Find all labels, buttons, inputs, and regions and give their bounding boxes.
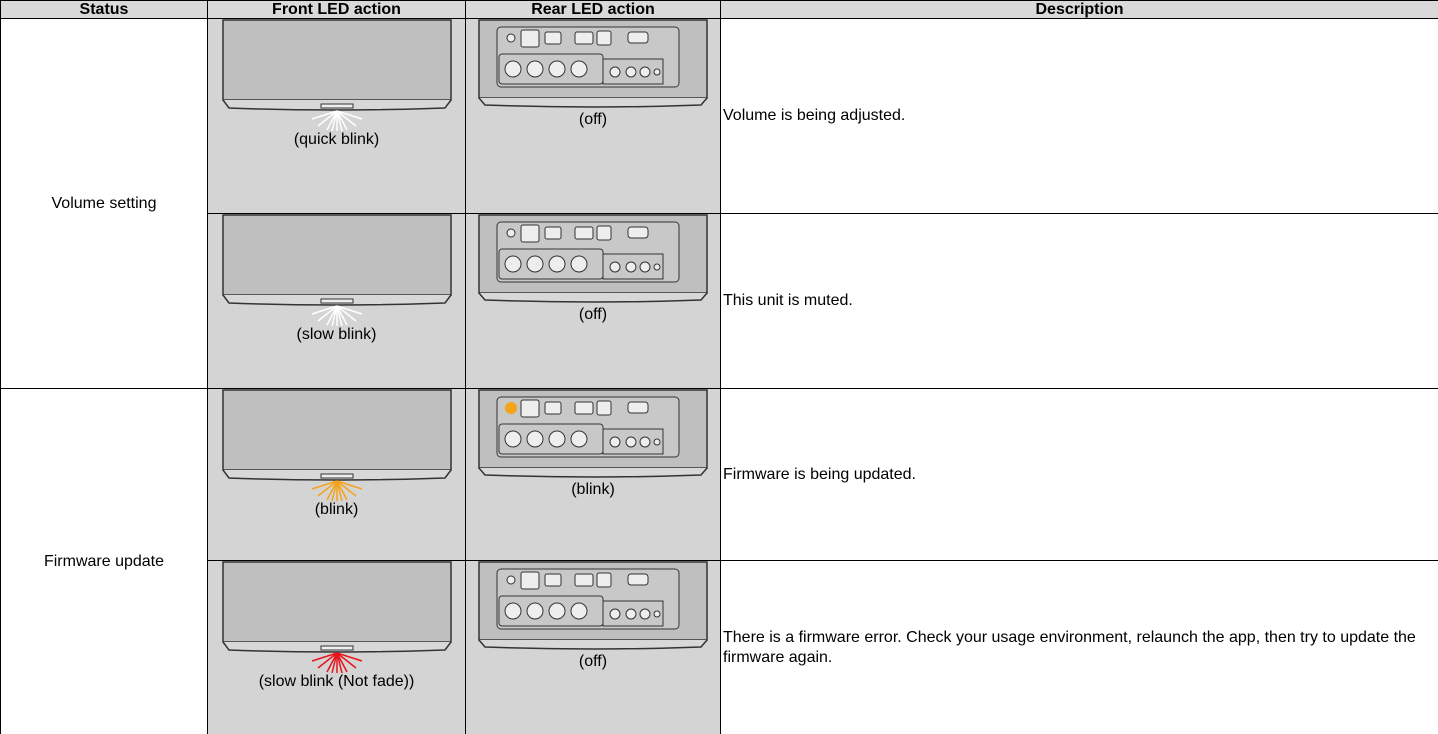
- header-cell: Description: [720, 0, 1438, 19]
- rear-illustration: [473, 561, 713, 653]
- caption: (blink): [314, 501, 359, 518]
- caption: (blink): [571, 481, 615, 498]
- front-cell: (slow blink): [207, 213, 466, 389]
- row: Firmware update (blink) (blink) Firmware…: [0, 388, 1438, 734]
- caption: (off): [578, 111, 608, 128]
- front-illustration: [217, 19, 457, 131]
- caption: (slow blink): [296, 326, 377, 343]
- status-cell: Firmware update: [0, 388, 208, 734]
- caption: (quick blink): [293, 131, 380, 148]
- description: Firmware is being updated.: [720, 388, 1438, 561]
- front-illustration: [217, 561, 457, 673]
- rear-illustration: [473, 19, 713, 111]
- description: This unit is muted.: [720, 213, 1438, 389]
- row: (slow blink) (off) This unit is muted.: [1, 213, 1438, 389]
- front-illustration: [217, 214, 457, 326]
- rear-cell: (blink): [465, 388, 721, 561]
- front-cell: (quick blink): [207, 18, 466, 214]
- front-cell: (slow blink (Not fade)): [207, 560, 466, 734]
- header-row: Status Front LED action Rear LED action …: [0, 0, 1438, 19]
- rear-cell: (off): [465, 560, 721, 734]
- row: Volume setting (quick blink) (off) Volum…: [0, 18, 1438, 389]
- status-cell: Volume setting: [0, 18, 208, 389]
- front-illustration: [217, 389, 457, 501]
- front-cell: (blink): [207, 388, 466, 561]
- header-cell: Rear LED action: [465, 0, 721, 19]
- caption: (slow blink (Not fade)): [258, 673, 415, 690]
- rear-cell: (off): [465, 18, 721, 214]
- rear-illustration: [473, 389, 713, 481]
- header-cell: Front LED action: [207, 0, 466, 19]
- description: There is a firmware error. Check your us…: [720, 560, 1438, 734]
- rear-illustration: [473, 214, 713, 306]
- caption: (off): [578, 306, 608, 323]
- header-cell: Status: [0, 0, 208, 19]
- rear-cell: (off): [465, 213, 721, 389]
- caption: (off): [578, 653, 608, 670]
- description: Volume is being adjusted.: [720, 18, 1438, 214]
- row: (slow blink (Not fade)) (off) There is a…: [1, 560, 1438, 734]
